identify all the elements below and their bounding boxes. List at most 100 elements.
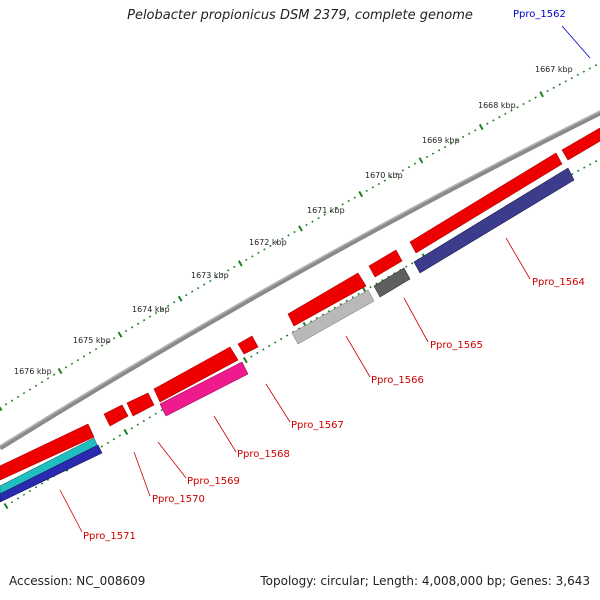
minor-tick	[233, 265, 236, 269]
minor-tick	[160, 308, 164, 311]
minor-tick	[100, 445, 104, 448]
minor-tick	[510, 109, 513, 112]
gene-label-ppro-1567: Ppro_1567	[291, 420, 344, 431]
major-tick	[358, 191, 364, 198]
minor-tick	[498, 115, 501, 119]
minor-tick	[94, 347, 98, 351]
label-leaders	[59, 25, 591, 533]
major-tick	[117, 331, 123, 338]
minor-tick	[130, 427, 133, 430]
kbp-label-1671: 1671 kbp	[307, 206, 345, 215]
minor-tick	[124, 329, 128, 333]
minor-tick	[389, 176, 393, 179]
minor-tick	[40, 482, 44, 485]
major-tick	[0, 406, 3, 412]
minor-tick	[22, 392, 26, 395]
gene-features	[0, 127, 600, 503]
major-tick	[123, 428, 129, 436]
minor-tick	[371, 186, 374, 189]
gene-ppro-1564	[413, 167, 575, 274]
minor-tick	[327, 309, 330, 313]
minor-tick	[534, 96, 537, 99]
minor-tick	[582, 70, 586, 73]
minor-tick	[401, 169, 405, 172]
minor-tick	[468, 132, 471, 135]
minor-tick	[154, 311, 158, 315]
minor-tick	[34, 486, 38, 489]
gene-ppro-1566	[291, 289, 375, 345]
minor-tick	[341, 203, 344, 206]
gene-ppro-1563	[409, 152, 563, 254]
minor-tick	[504, 112, 507, 116]
minor-tick	[576, 73, 580, 76]
minor-tick	[142, 419, 145, 423]
minor-tick	[118, 434, 122, 437]
minor-tick	[293, 230, 296, 234]
minor-tick	[546, 89, 549, 93]
gene-cds-a	[368, 249, 403, 278]
minor-tick	[335, 206, 338, 209]
minor-tick	[285, 334, 289, 337]
minor-tick	[588, 163, 592, 166]
gene-ppro-1562	[561, 127, 600, 161]
major-tick	[418, 157, 424, 164]
gene-ppro-1571-blue	[0, 444, 103, 503]
minor-tick	[203, 283, 206, 286]
minor-tick	[52, 373, 56, 376]
minor-tick	[413, 162, 417, 165]
gene-cds-d	[153, 346, 239, 403]
minor-tick	[395, 172, 399, 175]
minor-tick	[82, 355, 86, 358]
gene-ppro-1565	[373, 267, 411, 298]
minor-tick	[443, 145, 447, 149]
gene-label-ppro-1566: Ppro_1566	[371, 375, 424, 386]
major-tick	[237, 260, 243, 267]
kbp-label-1675: 1675 kbp	[73, 336, 111, 345]
minor-tick	[142, 319, 146, 322]
gene-cds-e	[126, 392, 155, 417]
minor-tick	[425, 155, 429, 159]
minor-tick	[407, 165, 411, 169]
outer-tick-track	[0, 64, 598, 412]
gene-ppro-1568	[159, 361, 249, 417]
gene-label-ppro-1568: Ppro_1568	[237, 449, 290, 460]
minor-tick	[323, 213, 326, 216]
minor-tick	[154, 412, 157, 415]
kbp-label-1669: 1669 kbp	[422, 136, 460, 145]
gene-cds-f	[103, 404, 129, 427]
minor-tick	[262, 348, 265, 351]
minor-tick	[28, 388, 32, 391]
minor-tick	[365, 189, 368, 192]
minor-tick	[474, 129, 477, 132]
minor-tick	[594, 64, 598, 67]
minor-tick	[28, 489, 32, 493]
minor-tick	[275, 241, 278, 244]
minor-tick	[377, 182, 380, 186]
minor-tick	[588, 67, 592, 70]
minor-tick	[76, 358, 80, 362]
kbp-label-1670: 1670 kbp	[365, 171, 403, 180]
gene-label-ppro-1569: Ppro_1569	[187, 476, 240, 487]
minor-tick	[383, 179, 386, 182]
gene-label-ppro-1570: Ppro_1570	[152, 494, 205, 505]
minor-tick	[191, 290, 194, 293]
minor-tick	[70, 362, 74, 365]
kbp-label-1676: 1676 kbp	[14, 367, 52, 376]
minor-tick	[256, 351, 259, 355]
major-tick	[242, 356, 248, 364]
minor-tick	[329, 210, 332, 213]
minor-tick	[257, 251, 260, 254]
minor-tick	[16, 395, 20, 398]
minor-tick	[197, 286, 200, 290]
major-tick	[3, 502, 9, 510]
minor-tick	[455, 139, 459, 142]
minor-tick	[22, 493, 26, 496]
minor-tick	[34, 384, 38, 387]
minor-tick	[88, 351, 92, 354]
minor-tick	[583, 166, 586, 169]
minor-tick	[281, 237, 284, 241]
minor-tick	[311, 220, 314, 223]
minor-tick	[333, 306, 336, 309]
map-title: Pelobacter propionicus DSM 2379, complet…	[127, 8, 473, 23]
minor-tick	[10, 501, 14, 504]
